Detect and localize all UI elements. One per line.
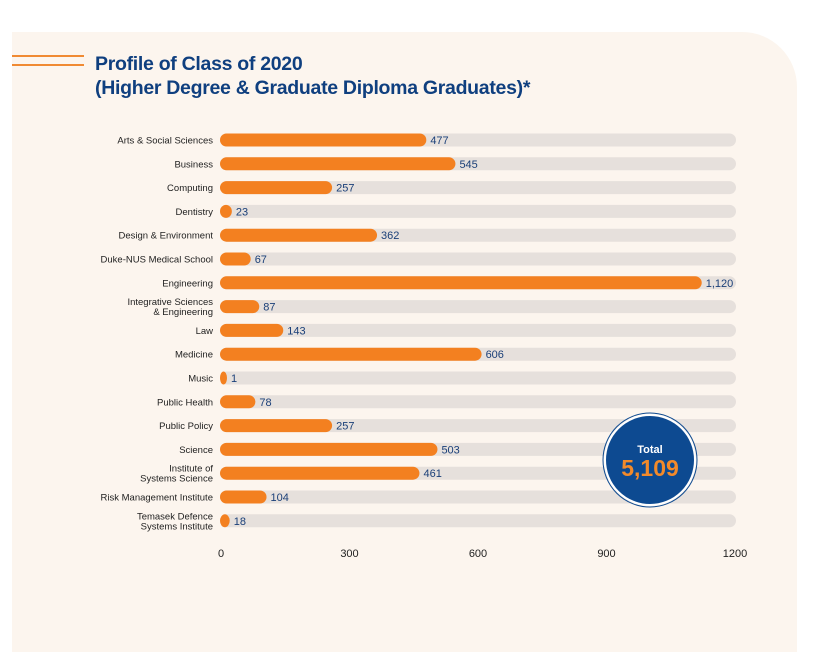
value-label: 461 [423,468,441,480]
category-label: Systems Institute [141,521,213,532]
category-label: Public Policy [159,421,213,432]
x-tick-label: 600 [469,548,487,560]
bar [220,490,267,504]
value-label: 143 [287,325,305,337]
bar-track [220,252,736,266]
value-label: 362 [381,230,399,242]
x-tick-label: 1200 [723,548,747,560]
total-value: 5,109 [621,455,679,481]
bar [220,181,333,195]
category-label: Public Health [157,397,213,408]
category-label: Law [196,326,214,337]
category-label: Design & Environment [118,231,213,242]
bar [220,442,438,456]
category-label: Institute of [169,464,213,475]
value-label: 1 [231,373,237,385]
bar [220,514,230,528]
bar-track [220,490,736,504]
value-label: 1,120 [706,278,734,290]
bar-track [220,300,736,314]
chart-title: Profile of Class of 2020 (Higher Degree … [95,52,530,100]
bar-track [220,514,736,528]
bar-track [220,395,736,409]
value-label: 545 [459,159,477,171]
bar [220,133,427,147]
category-label: & Engineering [153,307,213,318]
title-line-2: (Higher Degree & Graduate Diploma Gradua… [95,77,531,99]
total-badge-ring [602,412,698,508]
decorative-line [12,55,84,57]
value-label: 104 [271,492,289,504]
category-label: Arts & Social Sciences [117,136,213,147]
category-label: Science [179,445,213,456]
category-label: Temasek Defence [137,511,213,522]
bar [220,323,284,337]
bar [220,276,702,290]
bar-track [220,181,736,195]
category-label: Systems Science [140,474,213,485]
bar-track [220,204,736,218]
total-badge [604,414,696,506]
bar [220,347,482,361]
value-label: 87 [263,302,275,314]
bar-track [220,419,736,433]
category-label: Duke-NUS Medical School [101,255,213,266]
total-label: Total [637,444,662,456]
category-label: Integrative Sciences [127,297,213,308]
bar-track [220,371,736,385]
value-label: 606 [486,349,504,361]
bar [220,157,456,171]
bar-track [220,323,736,337]
value-label: 78 [259,397,271,409]
value-label: 18 [234,516,246,528]
category-label: Dentistry [176,207,214,218]
value-label: 23 [236,206,248,218]
bar [220,204,232,218]
x-tick-label: 300 [340,548,358,560]
value-label: 503 [441,444,459,456]
bar [220,419,333,433]
category-label: Business [174,159,213,170]
bar [220,252,251,266]
category-label: Risk Management Institute [101,493,213,504]
bar [220,228,378,242]
value-label: 67 [255,254,267,266]
x-tick-label: 900 [597,548,615,560]
x-tick-label: 0 [218,548,224,560]
category-label: Computing [167,183,213,194]
bar [220,300,260,314]
value-label: 477 [430,135,448,147]
decorative-line [12,64,84,66]
bar [220,466,420,480]
value-label: 257 [336,183,354,195]
bar [220,371,227,385]
category-label: Medicine [175,350,213,361]
title-line-1: Profile of Class of 2020 [95,53,303,75]
category-label: Music [188,374,213,385]
category-label: Engineering [162,278,213,289]
bar [220,395,256,409]
value-label: 257 [336,421,354,433]
